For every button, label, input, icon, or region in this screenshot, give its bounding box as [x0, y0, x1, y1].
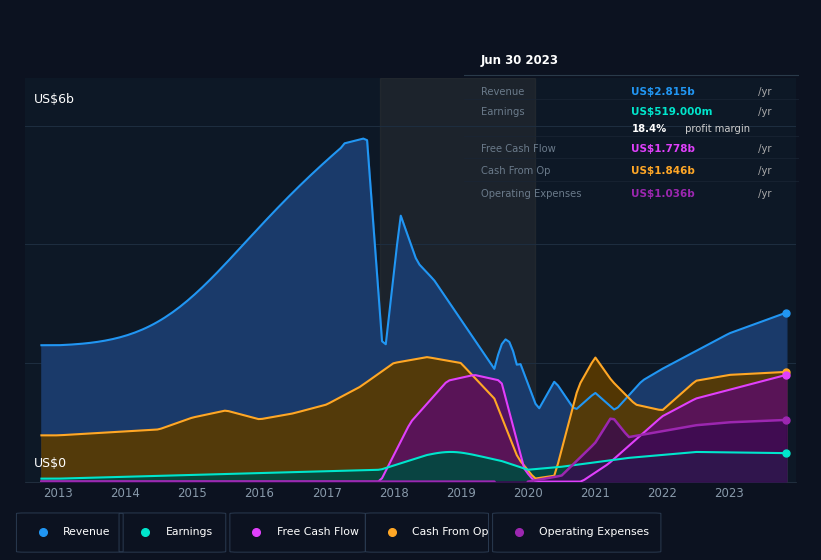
- Text: Earnings: Earnings: [166, 527, 213, 537]
- Text: Free Cash Flow: Free Cash Flow: [277, 527, 359, 537]
- Text: US$2.815b: US$2.815b: [631, 87, 695, 97]
- Text: US$519.000m: US$519.000m: [631, 107, 713, 117]
- Text: /yr: /yr: [755, 87, 772, 97]
- Text: US$1.036b: US$1.036b: [631, 189, 695, 199]
- Text: US$0: US$0: [34, 456, 67, 469]
- Text: US$6b: US$6b: [34, 92, 75, 105]
- Text: Earnings: Earnings: [480, 107, 525, 117]
- Text: Free Cash Flow: Free Cash Flow: [480, 144, 555, 154]
- Text: /yr: /yr: [755, 166, 772, 176]
- Text: US$1.778b: US$1.778b: [631, 144, 695, 154]
- Text: Operating Expenses: Operating Expenses: [539, 527, 649, 537]
- Text: Operating Expenses: Operating Expenses: [480, 189, 581, 199]
- Text: Revenue: Revenue: [63, 527, 111, 537]
- Bar: [380, 78, 534, 482]
- Text: Jun 30 2023: Jun 30 2023: [480, 54, 558, 67]
- Text: /yr: /yr: [755, 144, 772, 154]
- Text: Revenue: Revenue: [480, 87, 524, 97]
- Text: /yr: /yr: [755, 189, 772, 199]
- Text: profit margin: profit margin: [681, 124, 750, 134]
- Text: /yr: /yr: [755, 107, 772, 117]
- Text: US$1.846b: US$1.846b: [631, 166, 695, 176]
- Text: Cash From Op: Cash From Op: [480, 166, 550, 176]
- Text: 18.4%: 18.4%: [631, 124, 667, 134]
- Text: Cash From Op: Cash From Op: [412, 527, 488, 537]
